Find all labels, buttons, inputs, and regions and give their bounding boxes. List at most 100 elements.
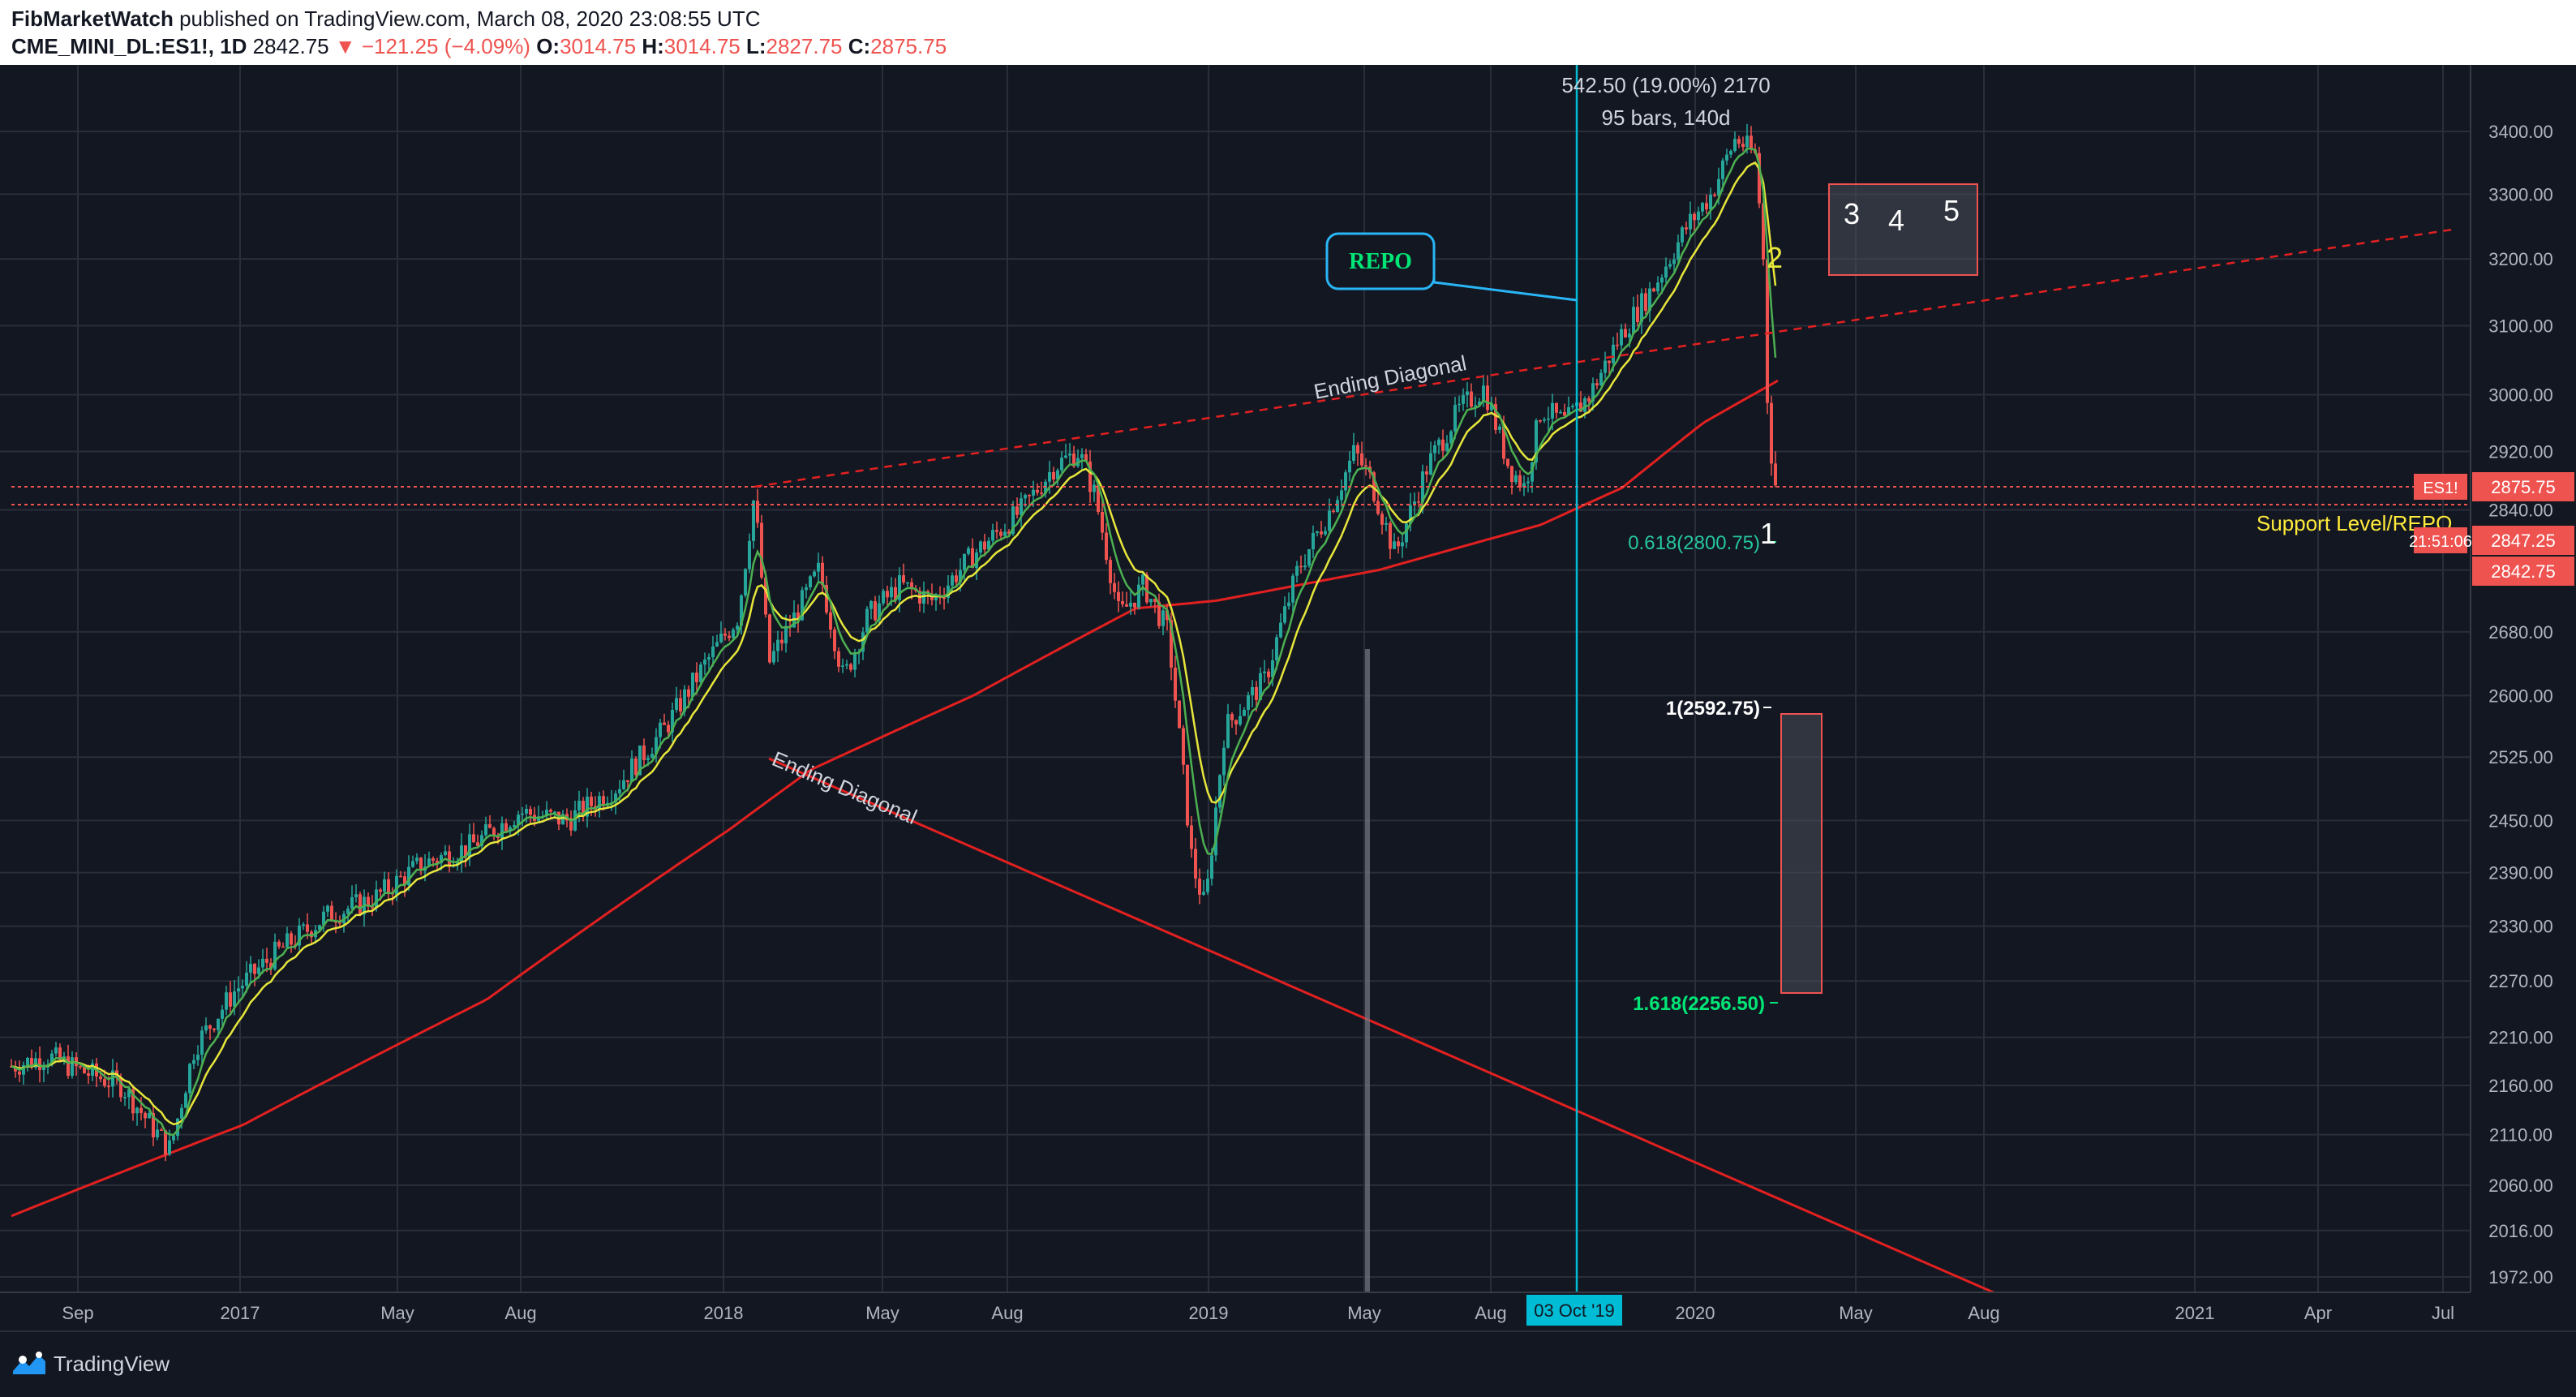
candle-body xyxy=(509,827,512,832)
candle-body xyxy=(1526,481,1530,484)
candle-body xyxy=(286,933,289,948)
candle-body xyxy=(602,796,605,806)
candle-body xyxy=(983,541,986,550)
candle-body xyxy=(1182,728,1185,765)
candle-body xyxy=(1401,542,1404,547)
candle-body xyxy=(638,745,642,776)
candle-body xyxy=(853,652,857,670)
x-tick-label: Aug xyxy=(504,1303,536,1323)
candle-body xyxy=(1271,660,1274,677)
candle-body xyxy=(476,842,479,846)
candle-body xyxy=(1222,747,1226,776)
candle-body xyxy=(1032,489,1035,496)
chart-area[interactable]: 542.50 (19.00%) 2170 95 bars, 140d REPO … xyxy=(0,65,2576,1330)
measure-line-2: 95 bars, 140d xyxy=(1601,105,1730,130)
candle-body xyxy=(1153,599,1157,602)
candle-body xyxy=(1036,489,1039,493)
candle-body xyxy=(1255,686,1258,700)
candle-body xyxy=(504,823,508,832)
open-label: O: xyxy=(536,34,560,58)
candle-body xyxy=(152,1112,155,1137)
candle-body xyxy=(249,964,252,973)
candle-body xyxy=(30,1058,33,1068)
x-tick-label: Aug xyxy=(991,1303,1023,1323)
candle-body xyxy=(1291,575,1294,603)
candle-body xyxy=(1417,501,1420,503)
ending-diagonal-lower-label: Ending Diagonal xyxy=(769,746,921,829)
candle-body xyxy=(1522,483,1526,488)
candle-body xyxy=(841,665,844,667)
candle-body xyxy=(1011,506,1015,534)
candle-body xyxy=(1733,139,1737,152)
candle-body xyxy=(1170,620,1173,668)
candle-body xyxy=(1251,686,1254,696)
ma-200-line xyxy=(11,379,1779,1218)
candle-body xyxy=(407,866,410,886)
candle-body xyxy=(172,1136,175,1141)
candle-body xyxy=(131,1089,135,1114)
candle-body xyxy=(1453,405,1457,432)
tradingview-brand[interactable]: TradingView xyxy=(54,1352,170,1376)
ma-slow-line xyxy=(11,161,1777,1126)
wave-4-label: 4 xyxy=(1888,204,1904,237)
candle-body xyxy=(1591,383,1595,402)
candle-body xyxy=(1599,372,1603,386)
candle-body xyxy=(1547,418,1550,420)
candle-body xyxy=(346,909,350,914)
candle-body xyxy=(967,548,970,554)
candle-body xyxy=(703,660,706,665)
candle-body xyxy=(711,646,715,658)
candle-body xyxy=(1677,242,1680,260)
candle-body xyxy=(1437,439,1440,445)
candle-body xyxy=(1494,404,1497,430)
candle-body xyxy=(1445,443,1449,451)
candle-body xyxy=(208,1025,212,1029)
candle-body xyxy=(379,889,382,892)
tradingview-logo-icon[interactable] xyxy=(11,1350,47,1378)
candle-body xyxy=(748,540,751,570)
candle-body xyxy=(1234,720,1238,724)
candle-body xyxy=(1198,879,1201,895)
candle-body xyxy=(1693,213,1696,221)
candle-body xyxy=(1105,532,1108,561)
candle-body xyxy=(1194,849,1197,879)
candle-body xyxy=(642,745,646,760)
y-tick-label: 3000.00 xyxy=(2488,385,2553,405)
candle-body xyxy=(707,657,711,660)
candle-body xyxy=(865,608,869,633)
y-tick-label: 2390.00 xyxy=(2488,863,2553,883)
candle-body xyxy=(488,823,492,828)
candle-body xyxy=(1462,395,1465,404)
candle-body xyxy=(456,861,459,866)
candle-body xyxy=(1604,360,1607,373)
close-value: 2875.75 xyxy=(870,34,947,58)
candle-body xyxy=(736,625,739,630)
candle-body xyxy=(999,531,1002,536)
candle-body xyxy=(687,689,690,697)
candle-body xyxy=(460,845,463,862)
candle-body xyxy=(1052,471,1055,480)
candle-body xyxy=(1279,622,1282,638)
price-chart[interactable]: 542.50 (19.00%) 2170 95 bars, 140d REPO … xyxy=(0,65,2576,1330)
close-label: C: xyxy=(848,34,871,58)
candle-body xyxy=(1672,259,1676,264)
candle-body xyxy=(180,1107,183,1119)
candle-body xyxy=(760,522,763,578)
candle-body xyxy=(1478,402,1481,406)
ma-fast-line xyxy=(11,147,1777,1137)
author-name[interactable]: FibMarketWatch xyxy=(11,6,174,31)
candle-body xyxy=(821,562,824,586)
candle-body xyxy=(882,591,885,604)
price-axis: 3400.00 3300.00 3200.00 3100.00 3000.00 2920.… xyxy=(2470,65,2576,1330)
candle-body xyxy=(1226,714,1230,748)
candle-body xyxy=(1571,406,1574,408)
candle-body xyxy=(1376,501,1380,514)
candle-body xyxy=(659,722,662,737)
candle-body xyxy=(1015,506,1019,515)
candle-body xyxy=(667,724,670,733)
moving-average-fast xyxy=(11,147,1777,1137)
candle-body xyxy=(322,911,325,926)
candle-body xyxy=(468,834,471,857)
symbol-label[interactable]: CME_MINI_DL:ES1!, 1D xyxy=(11,34,247,58)
candle-body xyxy=(1340,490,1343,501)
